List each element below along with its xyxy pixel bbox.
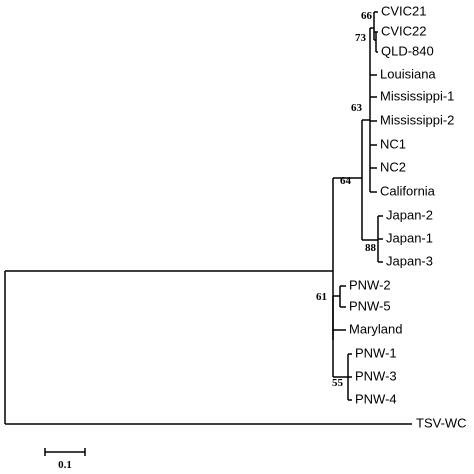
leaf-label: TSV-WC xyxy=(416,415,467,430)
leaf-labels: CVIC21 CVIC22 QLD-840 Louisiana Mississippi-… xyxy=(349,3,467,430)
leaf-label: PNW-1 xyxy=(355,345,397,360)
scale-bar: 0.1 xyxy=(44,448,86,471)
bootstrap: 64 xyxy=(340,175,352,187)
leaf-label: PNW-5 xyxy=(349,298,391,313)
bootstrap: 63 xyxy=(351,102,363,114)
leaf-label: PNW-3 xyxy=(355,368,397,383)
leaf-label: Mississippi-1 xyxy=(380,88,454,103)
bootstrap-values: 66 73 63 64 88 61 55 xyxy=(316,10,377,389)
leaf-label: PNW-2 xyxy=(349,277,391,292)
bootstrap: 73 xyxy=(355,32,367,44)
leaf-label: Japan-1 xyxy=(386,230,433,245)
leaf-label: California xyxy=(380,183,436,198)
leaf-label: Japan-2 xyxy=(386,207,433,222)
leaf-label: Japan-3 xyxy=(386,253,433,268)
bootstrap: 55 xyxy=(332,377,344,389)
bootstrap: 61 xyxy=(316,291,327,303)
bootstrap: 88 xyxy=(365,242,377,254)
leaf-label: CVIC22 xyxy=(381,23,427,38)
bootstrap: 66 xyxy=(361,10,373,22)
leaf-label: Louisiana xyxy=(380,66,436,81)
branches xyxy=(4,11,412,425)
leaf-label: NC2 xyxy=(380,159,406,174)
scale-label: 0.1 xyxy=(58,459,72,471)
leaf-label: Mississippi-2 xyxy=(380,112,454,127)
leaf-label: CVIC21 xyxy=(381,3,427,18)
leaf-label: PNW-4 xyxy=(355,391,397,406)
leaf-label: QLD-840 xyxy=(381,43,434,58)
leaf-label: NC1 xyxy=(380,136,406,151)
leaf-label: Maryland xyxy=(349,321,402,336)
